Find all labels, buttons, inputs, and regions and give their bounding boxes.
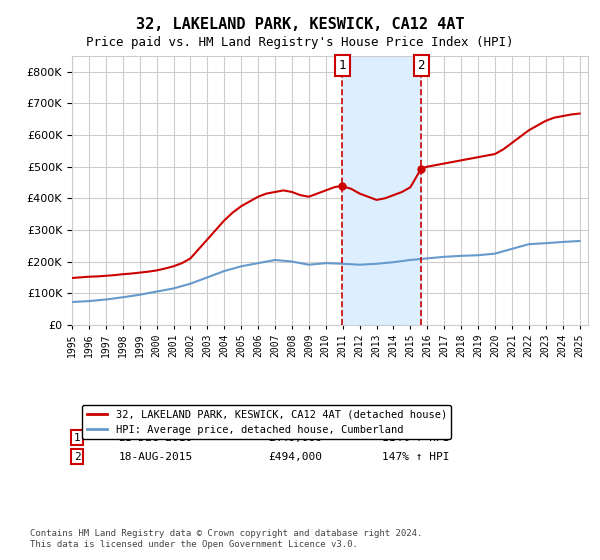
Text: 21-DEC-2010: 21-DEC-2010 — [118, 433, 193, 443]
Text: 2: 2 — [74, 451, 80, 461]
Legend: 32, LAKELAND PARK, KESWICK, CA12 4AT (detached house), HPI: Average price, detac: 32, LAKELAND PARK, KESWICK, CA12 4AT (de… — [82, 405, 451, 439]
Text: £440,000: £440,000 — [268, 433, 322, 443]
Text: 32, LAKELAND PARK, KESWICK, CA12 4AT: 32, LAKELAND PARK, KESWICK, CA12 4AT — [136, 17, 464, 32]
Text: 1: 1 — [74, 433, 80, 443]
Text: Contains HM Land Registry data © Crown copyright and database right 2024.
This d: Contains HM Land Registry data © Crown c… — [30, 529, 422, 549]
Text: 1: 1 — [338, 59, 346, 72]
Text: Price paid vs. HM Land Registry's House Price Index (HPI): Price paid vs. HM Land Registry's House … — [86, 36, 514, 49]
Text: 2: 2 — [418, 59, 425, 72]
Text: 147% ↑ HPI: 147% ↑ HPI — [382, 451, 449, 461]
Text: 18-AUG-2015: 18-AUG-2015 — [118, 451, 193, 461]
Bar — [342, 56, 421, 325]
Text: 114% ↑ HPI: 114% ↑ HPI — [382, 433, 449, 443]
Text: £494,000: £494,000 — [268, 451, 322, 461]
